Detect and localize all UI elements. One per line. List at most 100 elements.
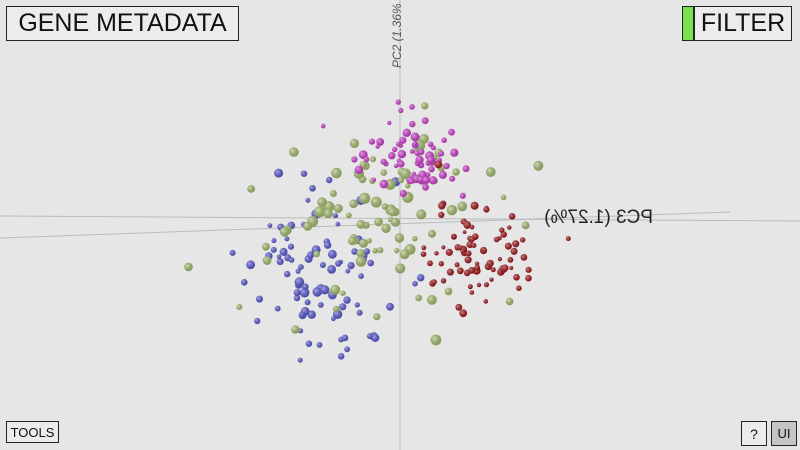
point-shade [374,217,383,227]
point-shade [446,268,454,276]
point-shade [301,283,309,291]
point-shade [333,204,343,213]
point-shade [399,249,410,260]
point-shade [297,357,303,363]
point-shade [485,167,496,177]
point-shade [295,268,301,274]
point-shade [355,256,367,267]
point-shade [416,209,427,220]
point-shade [508,213,516,220]
point-shade [417,274,425,282]
point-shade [462,165,470,173]
point-shade [512,240,520,248]
point-shade [371,177,377,182]
point-shade [410,132,420,142]
point-shade [386,302,394,311]
point-shade [395,99,401,105]
point-shade [393,163,399,169]
point-shade [470,201,479,210]
point-shade [327,265,336,274]
point-shade [368,138,376,145]
point-shade [387,120,392,126]
point-shade [409,104,415,110]
point-shade [367,259,375,267]
point-shade [363,248,371,255]
point-shade [483,282,490,288]
point-shade [392,146,398,153]
point-shade [418,148,425,156]
point-shade [467,284,473,290]
point-shade [398,107,404,114]
point-shade [373,313,381,321]
point-shade [499,227,505,233]
point-shade [279,227,290,237]
point-shade [422,176,430,185]
point-shade [412,235,418,242]
point-shade [471,242,477,248]
point-shade [533,160,544,171]
point-shade [372,248,379,254]
point-shade [455,303,463,311]
point-shade [329,190,337,197]
point-shade [415,155,424,164]
filter-button[interactable]: FILTER [694,6,792,41]
point-shade [421,117,429,125]
point-shade [370,196,382,208]
point-shade [445,248,453,256]
point-shade [504,242,512,250]
point-shade [525,274,532,282]
point-shade [356,219,366,229]
point-shade [366,333,373,340]
point-shade [299,287,310,298]
filter-indicator [682,6,694,41]
point-shade [486,259,494,267]
point-shade [440,278,447,284]
title-button[interactable]: GENE METADATA [6,6,239,41]
point-shade [520,254,528,261]
point-shade [307,310,316,319]
point-shade [354,165,364,175]
point-shade [307,251,315,259]
point-shade [246,260,256,270]
point-shade [469,224,475,230]
point-shade [438,211,445,218]
point-shade [399,189,407,198]
point-shade [427,156,435,164]
point-shade [276,254,282,260]
point-shade [345,268,351,274]
point-shade [395,263,406,274]
point-shade [465,250,472,257]
help-button[interactable]: ? [741,421,767,446]
point-shade [399,136,407,144]
point-shade [351,156,358,163]
point-shade [340,290,346,296]
point-shade [241,279,248,286]
point-shade [457,201,468,212]
point-shade [463,221,472,229]
point-shade [384,179,396,190]
point-shade [293,294,301,302]
point-shade [408,178,415,184]
point-shade [428,229,436,238]
point-shade [279,247,288,256]
point-shade [304,299,311,306]
point-shade [501,264,509,272]
point-shade [348,236,357,246]
point-shade [349,138,359,148]
point-shade [330,284,341,295]
point-shade [335,260,342,267]
point-shade [434,160,443,169]
point-shade [500,231,507,238]
tools-button[interactable]: TOOLS [6,421,59,443]
point-shade [460,249,466,254]
point-shade [376,138,385,146]
point-shade [320,123,326,129]
point-shade [323,208,333,219]
point-shade [421,245,427,251]
point-shade [493,236,500,243]
ui-button[interactable]: UI [771,421,797,446]
point-shade [463,269,471,277]
point-shade [356,309,363,316]
point-shade [456,267,464,275]
